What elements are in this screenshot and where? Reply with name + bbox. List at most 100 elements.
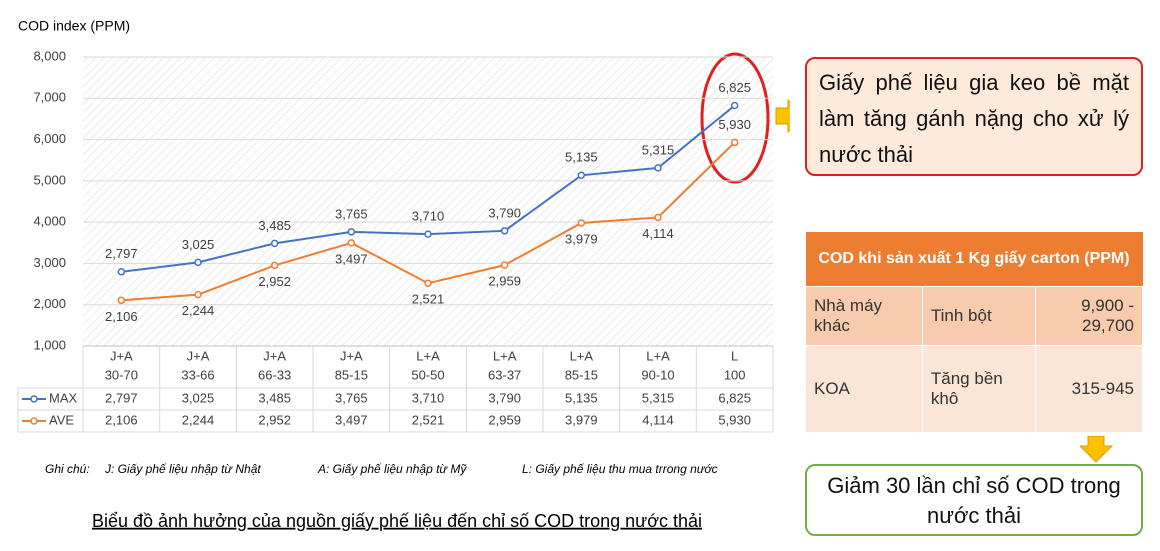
point (500, 227, 509, 235)
callout-bottom: Giảm 30 lần chỉ số COD trong nước thải (805, 464, 1143, 536)
x-tick-label: 63-37 (488, 367, 521, 382)
callout-top: Giấy phế liệu gia keo bề mặt làm tăng gá… (805, 57, 1143, 176)
x-tick-label: 33-66 (181, 367, 214, 382)
point (194, 258, 202, 267)
data-label: 2,959 (488, 274, 521, 289)
table-value: 4,114 (642, 412, 674, 427)
x-tick-label: 100 (724, 367, 746, 382)
data-label: 5,315 (642, 142, 675, 157)
point (654, 213, 662, 222)
x-tick-label: 30-70 (105, 367, 138, 382)
x-tick-label: 50-50 (411, 367, 444, 382)
table-value: 3,979 (565, 412, 598, 427)
x-tick-label: L+A (493, 348, 517, 363)
point (654, 164, 662, 172)
data-label: 2,952 (258, 274, 291, 289)
table-value: 2,106 (105, 412, 138, 427)
legend-marker (30, 417, 38, 425)
y-tick-label: 6,000 (33, 131, 66, 146)
x-tick-label: L (731, 348, 738, 363)
data-label: 3,710 (412, 209, 445, 224)
point (577, 219, 586, 227)
table-value: 2,959 (488, 412, 521, 427)
cod-table: COD khi sản xuất 1 Kg giấy carton (PPM) … (805, 232, 1143, 433)
table-value: 3,485 (258, 390, 291, 405)
cell: Nhà máy khác (805, 286, 923, 346)
data-label: 4,114 (642, 226, 674, 241)
x-tick-label: J+A (263, 348, 286, 363)
cell: 315-945 (1035, 345, 1143, 433)
data-label: 3,497 (335, 251, 368, 266)
y-tick-label: 5,000 (33, 172, 66, 187)
point (117, 296, 126, 305)
cell: 9,900 - 29,700 (1035, 286, 1143, 346)
arrow (775, 98, 790, 134)
x-tick-label: 85-15 (335, 367, 368, 382)
table-value: 3,497 (335, 412, 368, 427)
point (347, 228, 356, 236)
x-tick-label: L+A (570, 348, 594, 363)
data-label: 3,790 (488, 205, 521, 220)
x-tick-label: L+A (416, 348, 440, 363)
data-label: 5,930 (718, 117, 751, 132)
x-tick-label: J+A (340, 348, 363, 363)
table-value: 3,025 (182, 390, 215, 405)
point (577, 171, 586, 180)
legend-label: MAX (49, 390, 78, 405)
point (424, 279, 432, 287)
table-value: 5,135 (565, 390, 598, 405)
table-value: 5,930 (718, 412, 751, 427)
point (500, 261, 509, 269)
table-value: 2,521 (412, 412, 445, 427)
point (730, 138, 739, 147)
chart: COD index (PPM) 1,000 2,000 3,000 4,000 5,00… (17, 18, 790, 531)
data-label: 6,825 (718, 80, 751, 95)
note: L: Giấy phế liệu thu mua trrong nước (522, 462, 718, 476)
y-tick-label: 4,000 (33, 214, 66, 229)
caption: Biểu đồ ảnh hưởng của nguồn giấy phế liệ… (92, 511, 702, 531)
x-tick-label: J+A (110, 348, 133, 363)
point (270, 239, 279, 248)
x-tick-label: 90-10 (641, 367, 674, 382)
data-label: 2,521 (412, 292, 445, 307)
data-label: 3,765 (335, 206, 368, 221)
cell: KOA (805, 345, 923, 433)
table-value: 5,315 (642, 390, 675, 405)
note: Ghi chú: (45, 462, 90, 476)
point (194, 290, 202, 299)
point (117, 268, 126, 276)
table-value: 2,952 (258, 412, 291, 427)
point (347, 239, 356, 247)
point (270, 261, 279, 270)
data-label: 2,244 (182, 303, 215, 318)
cell: Tăng bền khô (921, 345, 1037, 433)
point (424, 230, 432, 238)
data-label: 2,797 (105, 246, 138, 261)
data-label: 3,025 (182, 237, 215, 252)
note: A: Giấy phế liệu nhập từ Mỹ (317, 462, 467, 476)
cell: Tinh bột (921, 286, 1037, 346)
y-tick-label: 8,000 (33, 48, 66, 63)
data-label: 2,106 (105, 309, 138, 324)
x-tick-label: 85-15 (565, 367, 598, 382)
x-tick-label: J+A (187, 348, 210, 363)
y-tick-label: 3,000 (33, 255, 66, 270)
legend-marker (30, 395, 38, 403)
table-value: 2,244 (182, 412, 215, 427)
table-header: COD khi sản xuất 1 Kg giấy carton (PPM) (805, 232, 1143, 287)
table-value: 3,765 (335, 390, 368, 405)
legend-label: AVE (49, 412, 74, 427)
arrow-down (1080, 436, 1114, 463)
table-value: 2,797 (105, 390, 138, 405)
x-tick-label: L+A (646, 348, 670, 363)
table-value: 3,790 (488, 390, 521, 405)
table-value: 3,710 (412, 390, 445, 405)
y-tick-label: 7,000 (33, 90, 66, 105)
note: J: Giấy phế liệu nhập từ Nhật (104, 462, 261, 476)
table-value: 6,825 (718, 390, 751, 405)
data-label: 5,135 (565, 150, 598, 165)
highlight-ellipse (700, 52, 770, 184)
data-label: 3,485 (258, 218, 291, 233)
point (730, 101, 739, 110)
